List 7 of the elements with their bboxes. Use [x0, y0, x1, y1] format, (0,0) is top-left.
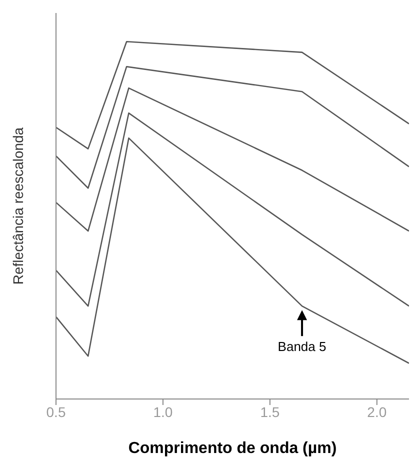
x-tick-label: 0.5	[46, 404, 66, 420]
annotation: Banda 5	[278, 339, 326, 354]
y-axis-title: Reflectância reescalonda	[10, 127, 26, 285]
x-tick-label: 1.5	[260, 404, 280, 420]
x-tick-label: 1.0	[153, 404, 173, 420]
x-axis-title: Comprimento de onda (µm)	[128, 440, 337, 457]
x-tick-label: 2.0	[367, 404, 387, 420]
